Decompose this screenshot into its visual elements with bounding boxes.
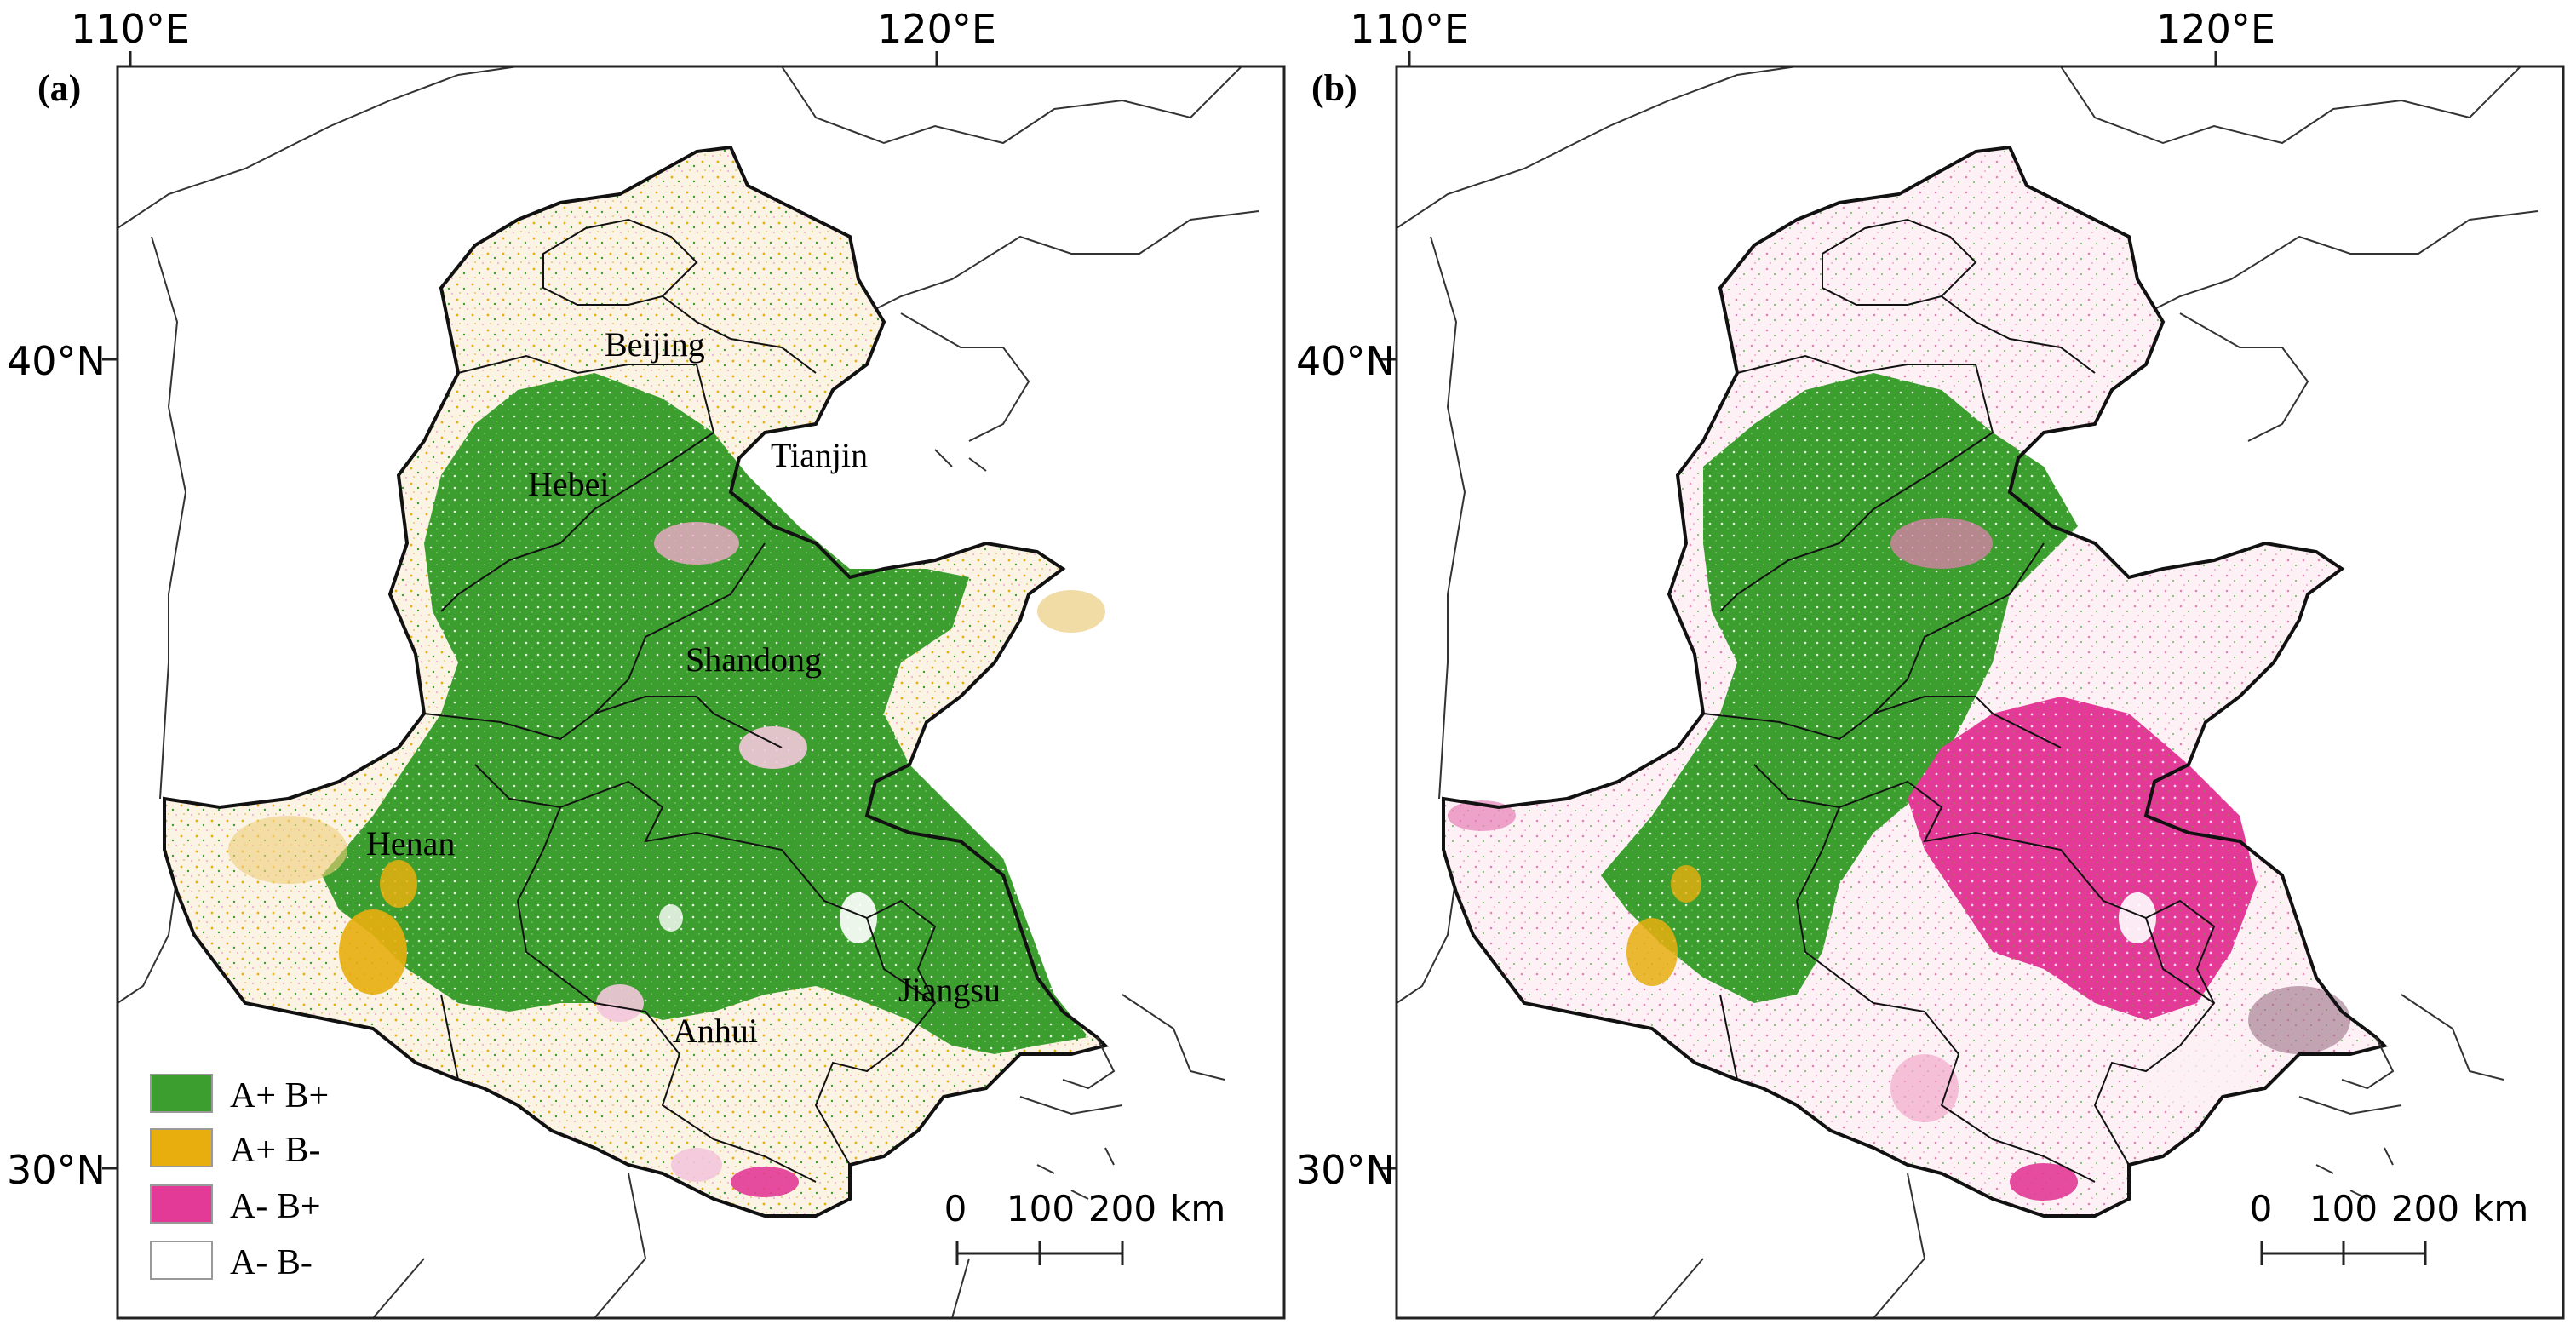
lat-label-30-b: 30°N [1296, 1147, 1395, 1193]
province-label-jiangsu: Jiangsu [898, 971, 1001, 1009]
map-panel-b [1397, 66, 2539, 1318]
legend-label-3: A- B- [230, 1243, 313, 1282]
scale-tick-100-a: 100 [1007, 1188, 1075, 1230]
legend: A+ B+ A+ B- A- B+ A- B- [150, 1074, 329, 1282]
map-frame-b [1395, 65, 2565, 1320]
scale-tick-200-b: 200 [2391, 1188, 2459, 1230]
scale-bar-b: 0 100 200 km [2250, 1188, 2528, 1265]
legend-label-1: A+ B- [230, 1131, 321, 1170]
legend-swatch-0 [150, 1074, 213, 1113]
province-label-beijing: Beijing [605, 325, 705, 364]
lon-label-110-b: 110°E [1350, 6, 1469, 52]
lat-label-40-a: 40°N [7, 338, 106, 384]
lon-label-120-b: 120°E [2156, 6, 2275, 52]
province-label-henan: Henan [366, 824, 455, 863]
legend-label-2: A- B+ [230, 1187, 321, 1226]
lat-label-40-b: 40°N [1296, 338, 1395, 384]
legend-swatch-3 [150, 1241, 213, 1280]
province-label-hebei: Hebei [528, 465, 610, 503]
province-label-shandong: Shandong [686, 640, 822, 679]
scale-tick-0-a: 0 [944, 1188, 967, 1230]
legend-label-0: A+ B+ [230, 1076, 329, 1115]
axis-ticks-b [1381, 51, 2217, 1170]
scale-tick-0-b: 0 [2250, 1188, 2273, 1230]
scale-tick-100-b: 100 [2309, 1188, 2378, 1230]
province-label-tianjin: Tianjin [771, 436, 868, 474]
panel-label-b: (b) [1311, 67, 1357, 109]
scale-bar-a: 0 100 200 km [944, 1188, 1225, 1265]
map-frame-a [116, 65, 1286, 1320]
lon-label-110-a: 110°E [71, 6, 190, 52]
province-label-anhui: Anhui [673, 1012, 758, 1050]
lat-label-30-a: 30°N [7, 1147, 106, 1193]
map-panel-a [118, 66, 1259, 1318]
scale-unit-b: km [2473, 1188, 2528, 1230]
panel-label-a: (a) [37, 67, 81, 109]
legend-swatch-2 [150, 1184, 213, 1224]
lon-label-120-a: 120°E [877, 6, 996, 52]
scale-tick-200-a: 200 [1088, 1188, 1156, 1230]
axis-ticks-a [102, 51, 938, 1170]
scale-unit-a: km [1170, 1188, 1225, 1230]
legend-swatch-1 [150, 1128, 213, 1167]
